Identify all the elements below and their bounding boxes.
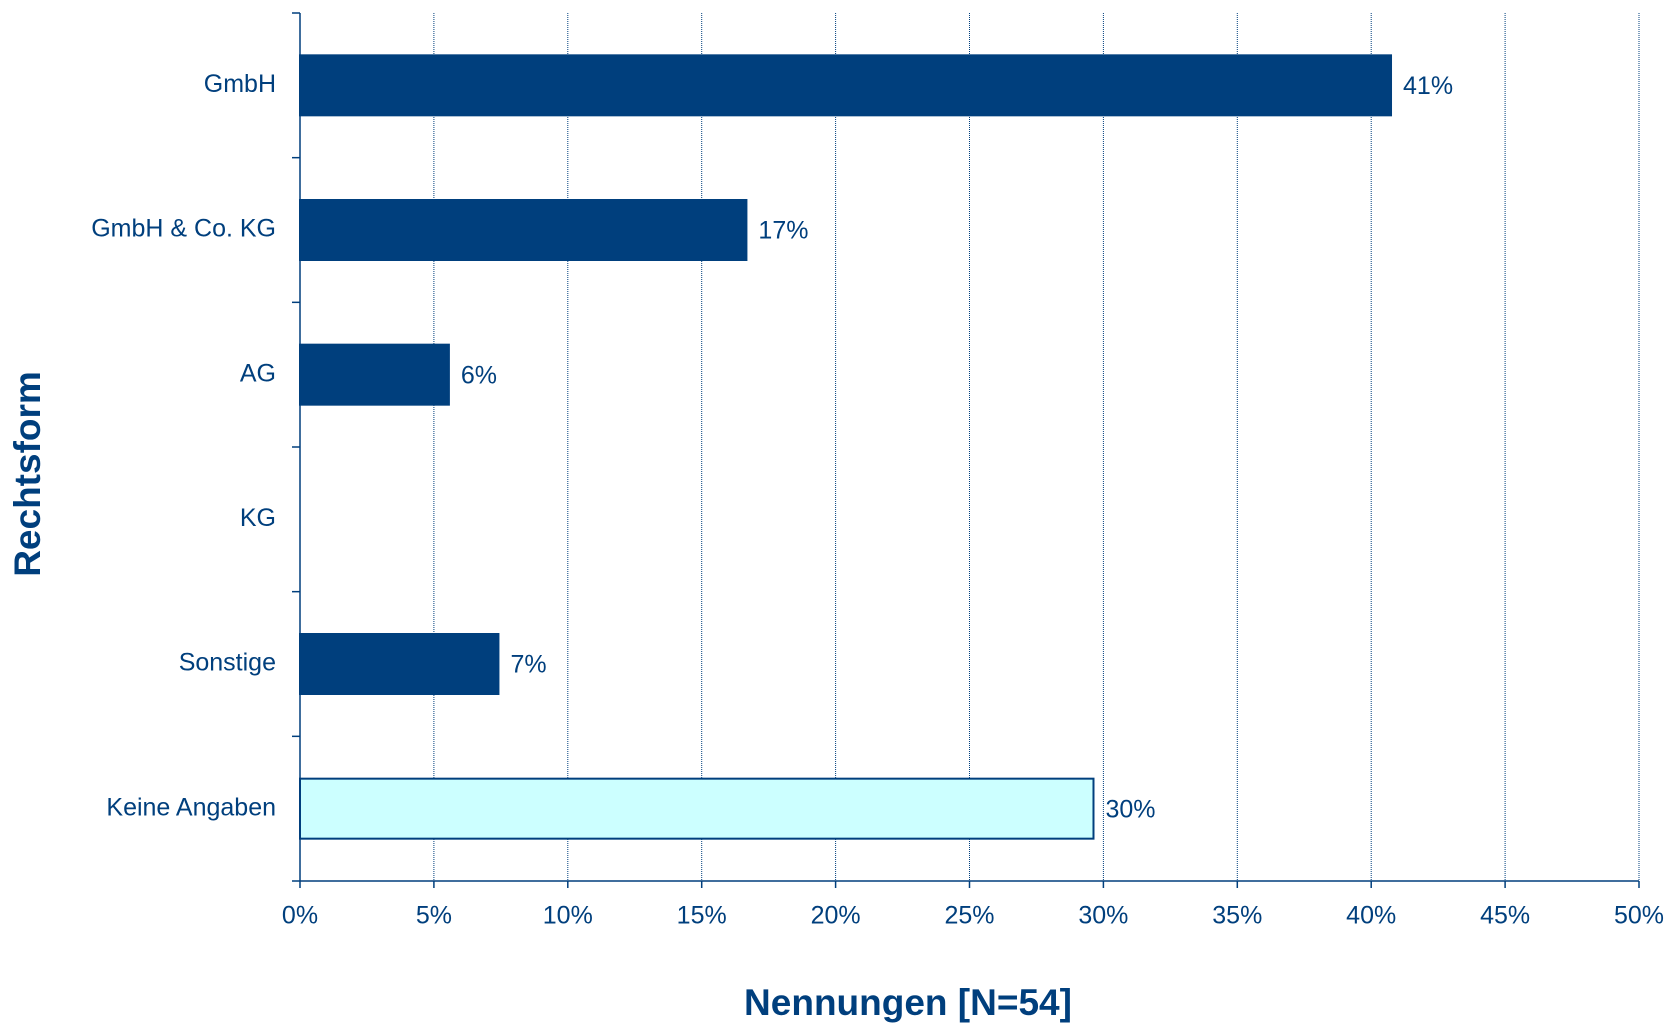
y-tick-label: Sonstige	[179, 649, 276, 677]
bar	[299, 199, 748, 261]
x-tick-label: 50%	[1614, 902, 1664, 930]
y-axis-title: Rechtsform	[7, 371, 48, 577]
y-tick-label: GmbH	[204, 70, 276, 98]
x-tick-label: 5%	[416, 902, 452, 930]
y-tick-label: GmbH & Co. KG	[91, 215, 276, 243]
x-tick-label: 30%	[1078, 902, 1128, 930]
value-label: 41%	[1403, 72, 1453, 100]
bar	[299, 777, 1095, 840]
x-tick-label: 20%	[811, 902, 861, 930]
bar	[299, 54, 1393, 117]
x-tick-label: 25%	[944, 902, 994, 930]
x-tick-label: 45%	[1480, 902, 1530, 930]
value-label: 7%	[510, 651, 546, 679]
y-tick-label: KG	[240, 504, 276, 532]
y-tick-label: Keine Angaben	[106, 793, 276, 821]
x-tick-label: 15%	[677, 902, 727, 930]
x-tick-label: 40%	[1346, 902, 1396, 930]
x-axis-title: Nennungen [N=54]	[744, 982, 1072, 1023]
value-label: 6%	[461, 361, 497, 389]
bar	[299, 633, 500, 695]
bar	[299, 343, 450, 406]
value-label: 30%	[1105, 795, 1155, 823]
x-tick-label: 0%	[282, 902, 318, 930]
x-tick-label: 35%	[1212, 902, 1262, 930]
y-tick-label: AG	[240, 359, 276, 387]
x-tick-label: 10%	[543, 902, 593, 930]
value-label: 17%	[758, 217, 808, 245]
